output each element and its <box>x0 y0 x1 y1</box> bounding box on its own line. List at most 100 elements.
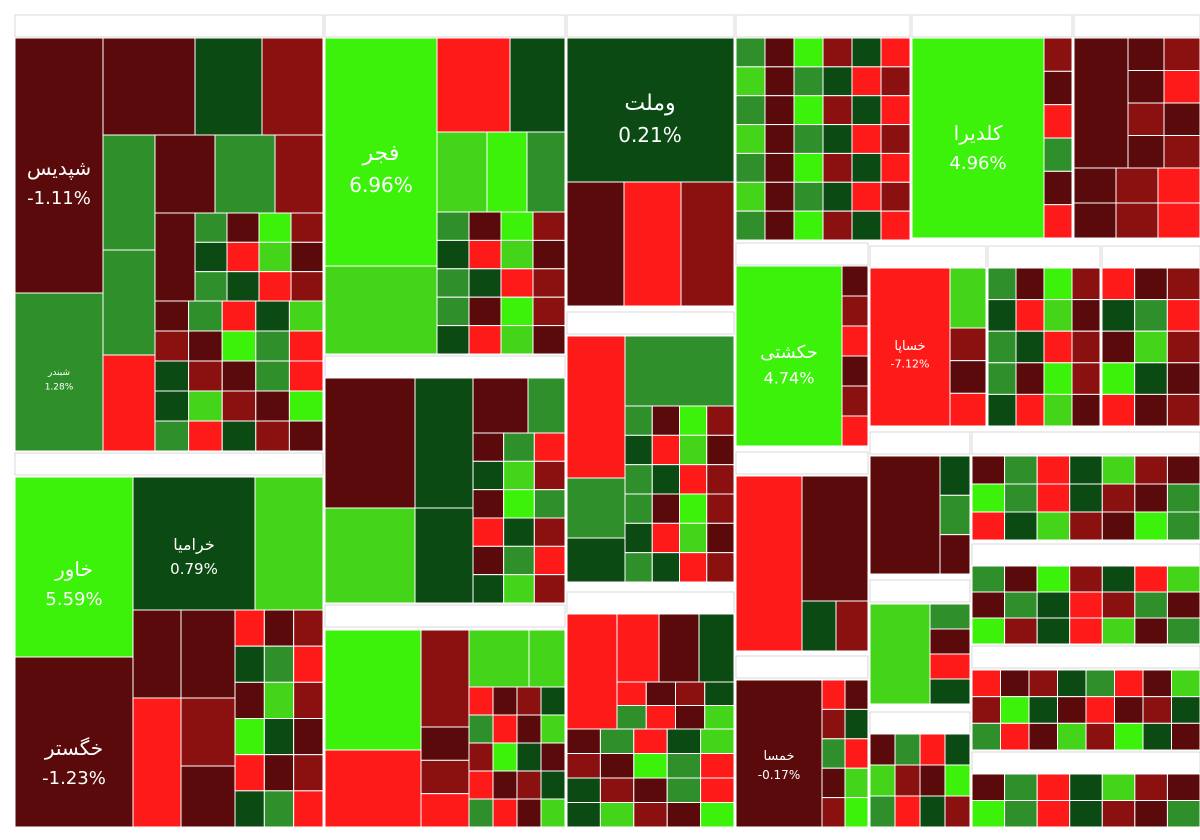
treemap-tile <box>1163 70 1200 104</box>
treemap-tile <box>1004 565 1038 593</box>
treemap-tile <box>971 591 1006 619</box>
treemap-tile <box>949 360 987 394</box>
treemap-tile <box>929 678 971 705</box>
treemap-tile <box>1134 591 1168 619</box>
treemap-tile <box>1114 722 1144 751</box>
treemap-tile <box>263 718 295 756</box>
treemap-tile <box>706 434 735 466</box>
treemap-tile <box>971 696 1001 724</box>
treemap-tile <box>1043 104 1073 139</box>
treemap-tile <box>293 681 324 719</box>
treemap-tile <box>226 271 260 302</box>
treemap-tile <box>540 798 566 828</box>
treemap-tile <box>1134 299 1168 332</box>
tile-symbol: خگستر <box>44 736 103 760</box>
treemap-tile <box>1166 773 1200 801</box>
treemap-tile <box>1166 800 1200 828</box>
sector-header <box>14 452 324 476</box>
treemap-tile <box>1043 362 1073 395</box>
tile-change-value: 4.96% <box>949 153 1006 174</box>
treemap-tile <box>1166 483 1200 513</box>
treemap-tile <box>1134 483 1168 513</box>
treemap-tile <box>436 239 470 270</box>
treemap-tile <box>666 802 702 828</box>
treemap-tile <box>254 476 324 611</box>
treemap-tile <box>869 267 951 427</box>
treemap-tile <box>844 767 869 799</box>
treemap-tile <box>324 629 422 751</box>
treemap-tile <box>616 681 647 706</box>
treemap-tile <box>869 733 896 766</box>
treemap-tile <box>971 669 1001 698</box>
treemap-tile <box>180 609 236 699</box>
treemap-tile <box>1134 800 1168 828</box>
treemap-tile <box>214 134 276 214</box>
treemap-tile <box>503 489 535 519</box>
treemap-tile <box>1166 267 1200 301</box>
treemap-tile <box>821 767 846 799</box>
tile-symbol: خمسا <box>763 749 794 764</box>
treemap-tile <box>679 434 708 466</box>
treemap-tile <box>1073 202 1117 239</box>
treemap-tile <box>851 37 882 68</box>
treemap-tile <box>971 800 1006 828</box>
treemap-tile <box>154 212 196 302</box>
treemap-tile <box>1004 511 1038 541</box>
treemap-tile <box>1015 299 1045 332</box>
treemap-tile <box>1004 800 1038 828</box>
treemap-tile <box>293 645 324 683</box>
treemap-tile <box>526 131 566 213</box>
treemap-tile <box>234 754 265 792</box>
treemap-tile <box>869 603 931 705</box>
treemap-tile <box>263 681 295 719</box>
treemap-tile <box>939 534 971 575</box>
treemap-tile <box>624 405 653 436</box>
treemap-tile <box>1073 37 1129 169</box>
treemap-tile <box>532 268 566 298</box>
treemap-tile <box>1101 267 1136 301</box>
treemap-tile <box>566 335 626 479</box>
treemap-tile <box>472 460 505 491</box>
treemap-tile <box>1101 511 1136 541</box>
treemap-tile <box>679 405 708 436</box>
treemap-tile <box>841 385 869 417</box>
treemap-tile <box>971 483 1006 513</box>
treemap-tile <box>472 432 505 462</box>
treemap-tile <box>835 600 869 652</box>
treemap-tile <box>949 392 987 427</box>
treemap-tile <box>735 66 766 97</box>
treemap-tile <box>971 617 1006 645</box>
treemap-tile <box>1036 591 1071 619</box>
treemap-tile <box>180 765 236 828</box>
treemap-tile <box>324 749 422 828</box>
treemap-tile <box>472 517 505 547</box>
treemap-tile <box>822 181 853 212</box>
treemap-tile <box>735 124 766 154</box>
treemap-tile <box>880 181 911 212</box>
treemap-tile <box>263 754 295 792</box>
treemap-tile <box>651 405 680 436</box>
treemap-tile <box>1101 591 1136 619</box>
treemap-tile <box>1057 722 1087 751</box>
treemap-tile <box>1057 669 1087 698</box>
treemap-tile <box>1043 330 1073 364</box>
treemap-tile <box>680 181 735 307</box>
treemap-tile <box>188 390 223 422</box>
treemap-tile <box>288 390 324 422</box>
treemap-tile <box>263 790 295 828</box>
treemap-tile <box>764 152 795 183</box>
treemap-tile <box>675 705 706 730</box>
sector-header <box>971 543 1200 567</box>
treemap-tile <box>944 764 971 797</box>
treemap-tile <box>14 476 134 658</box>
treemap-tile <box>624 522 653 554</box>
tile-change-value: 0.21% <box>618 123 682 147</box>
treemap-tile <box>1036 455 1071 485</box>
treemap-tile <box>971 455 1006 485</box>
treemap-tile <box>844 708 869 740</box>
treemap-tile <box>566 181 625 307</box>
treemap-tile <box>1142 669 1172 698</box>
treemap-tile <box>516 742 542 772</box>
treemap-tile <box>132 609 182 699</box>
treemap-tile <box>735 152 766 183</box>
